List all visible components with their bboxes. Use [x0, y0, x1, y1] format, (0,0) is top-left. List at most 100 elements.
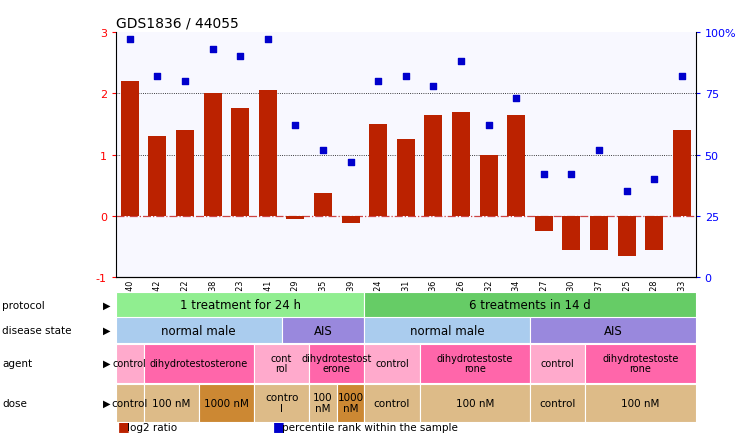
Bar: [673, 131, 691, 217]
Point: [206, 46, 218, 53]
Text: disease state: disease state: [2, 326, 72, 335]
Text: control: control: [111, 398, 148, 408]
Text: protocol: protocol: [2, 300, 45, 310]
Point: [538, 171, 550, 178]
Bar: [116, 384, 144, 422]
Bar: [530, 384, 585, 422]
Bar: [364, 318, 530, 343]
Text: AIS: AIS: [604, 324, 622, 337]
Point: [565, 171, 577, 178]
Text: dihydrotestost
erone: dihydrotestost erone: [301, 353, 372, 374]
Bar: [646, 217, 663, 250]
Text: dihydrotestoste
rone: dihydrotestoste rone: [437, 353, 513, 374]
Point: [262, 36, 274, 43]
Text: ■: ■: [118, 419, 130, 432]
Bar: [424, 115, 442, 217]
Text: dose: dose: [2, 398, 27, 408]
Point: [123, 36, 135, 43]
Bar: [309, 384, 337, 422]
Bar: [286, 217, 304, 220]
Text: control: control: [541, 358, 574, 368]
Bar: [562, 217, 580, 250]
Point: [234, 53, 246, 60]
Text: log2 ratio: log2 ratio: [127, 422, 177, 432]
Text: 100 nM: 100 nM: [456, 398, 494, 408]
Text: normal male: normal male: [162, 324, 236, 337]
Bar: [452, 112, 470, 217]
Bar: [420, 384, 530, 422]
Point: [179, 78, 191, 85]
Bar: [259, 91, 277, 217]
Point: [510, 95, 522, 102]
Text: contro
l: contro l: [265, 392, 298, 413]
Bar: [364, 384, 420, 422]
Bar: [144, 384, 199, 422]
Point: [151, 73, 163, 80]
Point: [455, 59, 467, 66]
Point: [317, 147, 329, 154]
Text: dihydrotestoste
rone: dihydrotestoste rone: [602, 353, 678, 374]
Bar: [370, 125, 387, 217]
Text: ▶: ▶: [103, 358, 111, 368]
Text: 100
nM: 100 nM: [313, 392, 333, 413]
Text: AIS: AIS: [313, 324, 332, 337]
Text: 6 treatments in 14 d: 6 treatments in 14 d: [469, 299, 591, 312]
Bar: [231, 109, 249, 217]
Bar: [203, 94, 221, 217]
Bar: [309, 344, 364, 383]
Text: 100 nM: 100 nM: [152, 398, 190, 408]
Text: 1000
nM: 1000 nM: [337, 392, 364, 413]
Bar: [507, 115, 525, 217]
Text: control: control: [539, 398, 576, 408]
Bar: [337, 384, 364, 422]
Text: control: control: [374, 398, 410, 408]
Point: [373, 78, 384, 85]
Bar: [479, 155, 497, 217]
Point: [649, 176, 660, 183]
Bar: [116, 318, 281, 343]
Point: [427, 83, 439, 90]
Bar: [535, 217, 553, 232]
Bar: [364, 344, 420, 383]
Bar: [254, 384, 309, 422]
Bar: [342, 217, 360, 224]
Point: [345, 159, 357, 166]
Text: 1 treatment for 24 h: 1 treatment for 24 h: [180, 299, 301, 312]
Text: ■: ■: [273, 419, 285, 432]
Bar: [176, 131, 194, 217]
Text: normal male: normal male: [410, 324, 485, 337]
Text: ▶: ▶: [103, 398, 111, 408]
Bar: [314, 193, 332, 217]
Text: 1000 nM: 1000 nM: [204, 398, 249, 408]
Bar: [254, 344, 309, 383]
Bar: [199, 384, 254, 422]
Bar: [120, 82, 138, 217]
Bar: [148, 137, 166, 217]
Point: [621, 188, 633, 195]
Bar: [364, 293, 696, 318]
Text: ▶: ▶: [103, 326, 111, 335]
Bar: [116, 344, 144, 383]
Text: control: control: [375, 358, 409, 368]
Text: cont
rol: cont rol: [271, 353, 292, 374]
Bar: [144, 344, 254, 383]
Text: GDS1836 / 44055: GDS1836 / 44055: [116, 16, 239, 30]
Point: [482, 122, 494, 129]
Bar: [585, 384, 696, 422]
Point: [289, 122, 301, 129]
Text: ▶: ▶: [103, 300, 111, 310]
Bar: [281, 318, 364, 343]
Point: [593, 147, 605, 154]
Text: dihydrotestosterone: dihydrotestosterone: [150, 358, 248, 368]
Point: [399, 73, 411, 80]
Bar: [585, 344, 696, 383]
Point: [676, 73, 688, 80]
Bar: [397, 140, 414, 217]
Bar: [530, 344, 585, 383]
Text: percentile rank within the sample: percentile rank within the sample: [282, 422, 458, 432]
Bar: [530, 318, 696, 343]
Text: control: control: [113, 358, 147, 368]
Bar: [420, 344, 530, 383]
Bar: [590, 217, 608, 250]
Bar: [618, 217, 636, 256]
